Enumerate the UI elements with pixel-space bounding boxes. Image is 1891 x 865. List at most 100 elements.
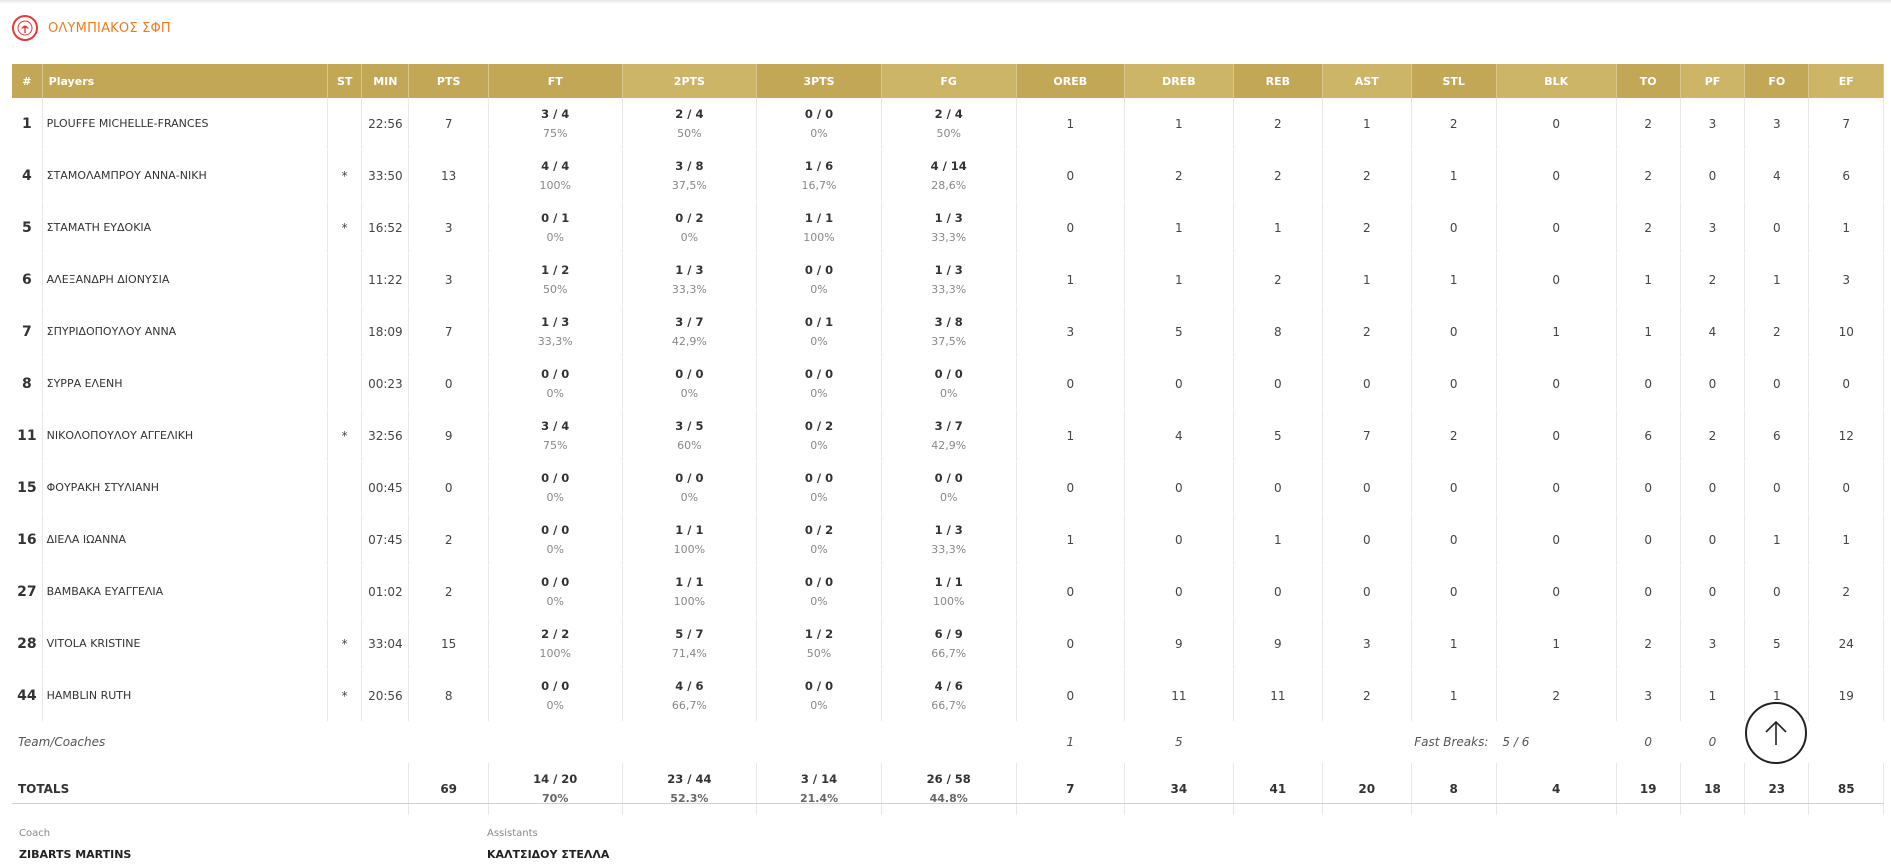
player-name[interactable]: ΣΤΑΜΑΤΗ ΕΥΔΟΚΙΑ <box>42 201 329 254</box>
col-header[interactable]: # <box>12 64 43 98</box>
player-ef: 6 <box>1808 149 1884 202</box>
player-2pts-pct: 0% <box>680 230 699 244</box>
player-fo: 2 <box>1744 305 1810 358</box>
player-to: 0 <box>1616 357 1681 410</box>
player-to: 6 <box>1616 409 1681 462</box>
player-3pts-pct: 0% <box>810 542 828 556</box>
player-pts: 2 <box>408 565 489 618</box>
player-ft-made: 3 / 4 <box>541 106 570 121</box>
player-pf: 4 <box>1680 305 1746 358</box>
starter-mark: * <box>327 669 363 722</box>
player-2pts: 0 / 0 0% <box>622 357 758 410</box>
player-2pts-made: 0 / 0 <box>675 470 704 485</box>
player-fg: 1 / 3 33,3% <box>881 253 1017 306</box>
player-name[interactable]: ΣΤΑΜΟΛΑΜΠΡΟΥ ΑΝΝΑ-ΝΙΚΗ <box>42 149 329 202</box>
scroll-to-top-button[interactable] <box>1745 702 1807 764</box>
player-oreb: 0 <box>1016 201 1126 254</box>
col-header[interactable]: OREB <box>1016 64 1126 98</box>
player-2pts: 2 / 4 50% <box>622 98 758 150</box>
col-header[interactable]: FO <box>1744 64 1810 98</box>
coach-name: ZIBARTS MARTINS <box>19 848 132 861</box>
col-header[interactable]: REB <box>1233 64 1324 98</box>
col-header[interactable]: ST <box>327 64 363 98</box>
player-fg-pct: 0% <box>939 386 958 400</box>
player-number: 7 <box>12 305 43 358</box>
col-header[interactable]: AST <box>1322 64 1412 98</box>
player-2pts: 0 / 2 0% <box>622 201 758 254</box>
player-number: 44 <box>12 669 43 722</box>
player-fg-pct: 37,5% <box>931 334 967 348</box>
player-name[interactable]: ΒΑΜΒΑΚΑ ΕΥΑΓΓΕΛΙΑ <box>42 565 329 618</box>
player-name[interactable]: ΔΙΕΛΑ ΙΩΑΝΝΑ <box>42 513 329 566</box>
player-pf: 0 <box>1680 565 1746 618</box>
player-stl: 1 <box>1411 669 1497 722</box>
col-header[interactable]: BLK <box>1496 64 1617 98</box>
player-oreb: 1 <box>1016 409 1126 462</box>
player-stl: 0 <box>1411 305 1497 358</box>
col-header[interactable]: 3PTS <box>756 64 882 98</box>
col-header[interactable]: MIN <box>361 64 410 98</box>
starter-mark: * <box>327 201 363 254</box>
player-name[interactable]: HAMBLIN RUTH <box>42 669 329 722</box>
player-fg: 6 / 9 66,7% <box>881 617 1017 670</box>
player-ef: 19 <box>1808 669 1884 722</box>
totals-3pts-made: 3 / 14 <box>800 772 838 786</box>
player-fg-made: 0 / 0 <box>934 470 963 485</box>
player-pf: 0 <box>1680 461 1746 514</box>
player-to: 0 <box>1616 565 1681 618</box>
player-name[interactable]: ΣΥΡΡΑ ΕΛΕΝΗ <box>42 357 329 410</box>
totals-fo: 23 <box>1744 762 1810 816</box>
player-2pts: 0 / 0 0% <box>622 461 758 514</box>
player-dreb: 2 <box>1124 149 1234 202</box>
col-header[interactable]: FG <box>881 64 1017 98</box>
col-header[interactable]: FT <box>488 64 623 98</box>
totals-pts: 69 <box>408 762 489 816</box>
player-dreb: 11 <box>1124 669 1234 722</box>
player-number: 1 <box>12 98 43 150</box>
player-name[interactable]: ΑΛΕΞΑΝΔΡΗ ΔΙΟΝΥΣΙΑ <box>42 253 329 306</box>
player-name[interactable]: ΣΠΥΡΙΔΟΠΟΥΛΟΥ ΑΝΝΑ <box>42 305 329 358</box>
player-dreb: 0 <box>1124 513 1234 566</box>
player-3pts-made: 0 / 1 <box>804 314 834 329</box>
player-name[interactable]: VITOLA KRISTINE <box>42 617 329 670</box>
col-header[interactable]: EF <box>1808 64 1884 98</box>
player-3pts-pct: 0% <box>810 438 828 452</box>
player-2pts-pct: 60% <box>677 438 702 452</box>
starter-mark: * <box>327 409 363 462</box>
table-row: 11 ΝΙΚΟΛΟΠΟΥΛΟΥ ΑΓΓΕΛΙΚΗ * 32:56 9 3 / 4 75% 3 … <box>12 409 1884 462</box>
player-3pts-pct: 0% <box>810 594 828 608</box>
team-name[interactable]: ΟΛΥΜΠΙΑΚΟΣ ΣΦΠ <box>48 20 171 36</box>
starter-mark <box>327 461 363 514</box>
player-oreb: 0 <box>1016 617 1126 670</box>
player-fg-made: 1 / 3 <box>934 522 963 537</box>
player-to: 2 <box>1616 149 1681 202</box>
player-3pts-made: 0 / 2 <box>804 522 834 537</box>
player-stl: 1 <box>1411 149 1497 202</box>
col-header[interactable]: 2PTS <box>622 64 758 98</box>
col-header[interactable]: DREB <box>1124 64 1234 98</box>
player-pts: 9 <box>408 409 489 462</box>
player-name[interactable]: ΦΟΥΡΑΚΗ ΣΤΥΛΙΑΝΗ <box>42 461 329 514</box>
player-name[interactable]: PLOUFFE MICHELLE-FRANCES <box>42 98 329 150</box>
col-header[interactable]: STL <box>1411 64 1497 98</box>
player-min: 22:56 <box>361 98 410 150</box>
player-ft-pct: 33,3% <box>537 334 573 348</box>
player-dreb: 1 <box>1124 201 1234 254</box>
player-min: 07:45 <box>361 513 410 566</box>
col-header[interactable]: PF <box>1680 64 1746 98</box>
totals-3pts: 3 / 14 21.4% <box>756 762 882 816</box>
player-dreb: 5 <box>1124 305 1234 358</box>
player-min: 00:23 <box>361 357 410 410</box>
starter-mark <box>327 253 363 306</box>
player-name[interactable]: ΝΙΚΟΛΟΠΟΥΛΟΥ ΑΓΓΕΛΙΚΗ <box>42 409 329 462</box>
player-ast: 2 <box>1322 149 1412 202</box>
player-ft-pct: 0% <box>546 542 564 556</box>
player-3pts-made: 1 / 2 <box>804 626 834 641</box>
col-header[interactable]: PTS <box>408 64 489 98</box>
col-header[interactable]: Players <box>42 64 329 98</box>
totals-fg-made: 26 / 58 <box>926 772 971 786</box>
player-stl: 2 <box>1411 98 1497 150</box>
player-fg-made: 1 / 1 <box>934 574 963 589</box>
col-header[interactable]: TO <box>1616 64 1681 98</box>
